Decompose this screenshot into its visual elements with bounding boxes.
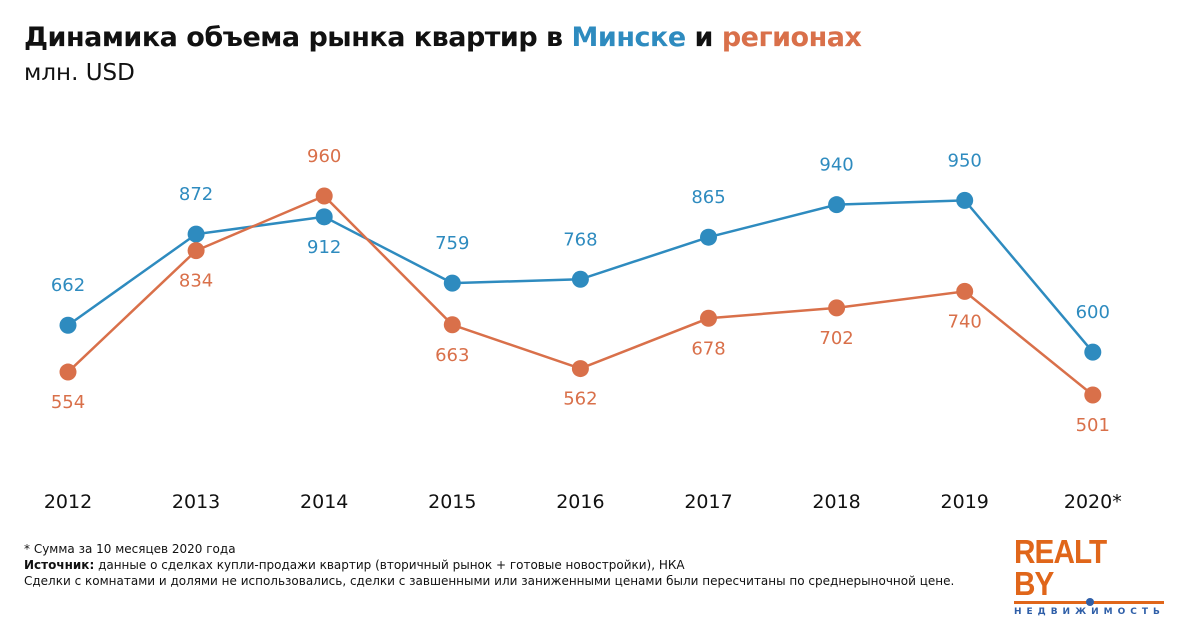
data-label: 865 [691,187,725,208]
title-and: и [685,22,722,53]
data-point [571,270,589,288]
data-label: 663 [435,345,469,366]
data-point [700,228,717,246]
data-point [443,316,461,334]
data-point [443,274,461,292]
chart-subtitle: млн. USD [24,60,135,86]
x-tick-label: 2019 [941,491,989,513]
source-text: данные о сделках купли-продажи квартир (… [94,558,685,572]
data-point [956,282,974,300]
data-label: 834 [179,271,213,292]
data-point [700,309,717,327]
data-label: 872 [179,184,213,205]
x-tick-label: 2014 [300,491,348,513]
data-label: 912 [307,237,341,258]
title-regions: регионах [721,22,862,53]
x-tick-label: 2012 [44,491,92,513]
data-label: 501 [1076,415,1110,436]
data-point [956,191,974,209]
footnote-source: Источник: данные о сделках купли-продажи… [24,557,954,573]
footnote-period: * Сумма за 10 месяцев 2020 года [24,542,236,556]
data-point [59,363,77,381]
logo-main: REALT BY [1014,533,1107,602]
data-label: 554 [51,392,85,413]
data-point [187,242,205,260]
title-minsk: Минске [571,22,687,53]
data-point [315,208,333,226]
data-point [187,225,205,243]
data-label: 662 [51,275,85,296]
x-tick-label: 2020* [1064,491,1122,513]
x-tick-label: 2015 [428,491,476,513]
data-point [59,316,77,334]
data-label: 678 [691,338,725,359]
title-prefix: Динамика объема рынка квартир в [24,22,572,53]
realt-logo: REALT BY НЕДВИЖИМОСТЬ [1014,533,1165,617]
x-tick-label: 2018 [812,491,860,513]
x-tick-label: 2017 [684,491,732,513]
data-label: 702 [819,328,853,349]
data-label: 759 [435,233,469,254]
line-chart: 2012 2013 2014 2015 2016 2017 2018 2019 2020* 662… [44,146,1122,513]
footnote-method: Сделки с комнатами и долями не использов… [24,574,955,588]
data-point [828,299,846,317]
x-tick-label: 2013 [172,491,220,513]
data-label: 768 [563,229,597,250]
x-tick-label: 2016 [556,491,604,513]
data-label: 960 [307,146,341,167]
logo-bar [1014,598,1164,606]
data-label: 740 [948,311,982,332]
source-label: Источник: [24,558,95,572]
data-point [571,360,589,378]
data-point [1084,386,1102,404]
data-point [1084,343,1102,361]
data-label: 950 [948,150,982,171]
footnotes: * Сумма за 10 месяцев 2020 года Источник… [24,541,954,589]
logo-sub: НЕДВИЖИМОСТЬ [1014,607,1165,617]
chart-title: Динамика объема рынка квартир в Минске и… [24,22,862,53]
data-point [828,196,846,214]
data-label: 600 [1076,302,1110,323]
data-point [315,187,333,205]
data-label: 562 [563,389,597,410]
data-label: 940 [819,155,853,176]
